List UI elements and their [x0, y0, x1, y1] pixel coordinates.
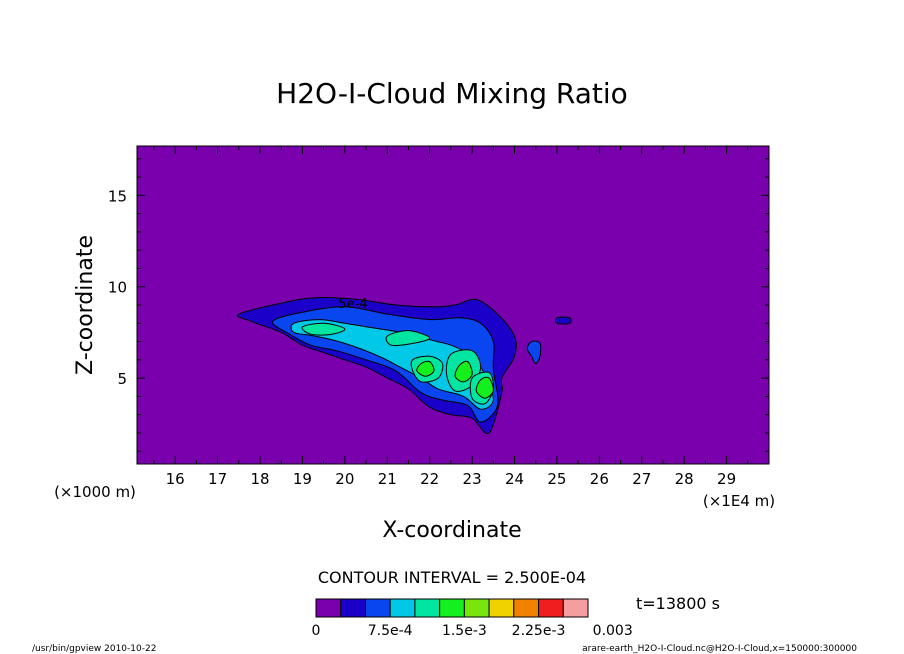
time-label: t=13800 s — [636, 594, 720, 613]
x-tick-label: 25 — [547, 470, 566, 488]
footer-left: /usr/bin/gpview 2010-10-22 — [32, 644, 156, 654]
colorbar-swatch — [439, 598, 465, 618]
colorbar-swatch — [315, 598, 342, 618]
colorbar-swatch — [414, 598, 441, 618]
contour-region-level-2 — [526, 340, 542, 365]
y-axis-label: Z-coordinate — [73, 235, 98, 375]
plot-area: 16 17 18 19 20 21 22 23 24 25 26 27 28 29 5 10 15 5e-4 — [108, 145, 770, 488]
contour-region-level-5 — [475, 376, 494, 399]
colorbar-tick-label: 0.003 — [593, 623, 633, 639]
colorbar-swatch — [340, 598, 366, 618]
x-tick-label: 27 — [632, 470, 651, 488]
x-axis-label: X-coordinate — [382, 518, 521, 543]
contour-regions — [237, 297, 572, 435]
contour-region-level-5 — [416, 360, 435, 377]
x-tick-label: 16 — [166, 470, 185, 488]
x-tick-label: 17 — [208, 470, 227, 488]
contour-region-level-5 — [454, 360, 473, 383]
colorbar-swatch — [364, 598, 391, 618]
colorbar-swatch — [513, 598, 540, 618]
x-tick-label: 20 — [335, 470, 354, 488]
y-axis-ticks: 5 10 15 — [108, 158, 769, 452]
colorbar-swatch — [562, 598, 589, 618]
x-tick-label: 29 — [717, 470, 736, 488]
y-tick-label: 5 — [117, 370, 127, 388]
x-tick-label: 22 — [420, 470, 439, 488]
x-unit-label: (×1000 m) — [54, 483, 136, 501]
colorbar-tick-label: 1.5e-3 — [442, 623, 487, 639]
colorbar-tick-label: 0 — [312, 623, 321, 639]
inline-contour-label: 5e-4 — [338, 297, 367, 312]
colorbar-tick-label: 2.25e-3 — [512, 623, 566, 639]
x-tick-label: 19 — [293, 470, 312, 488]
colorbar-tick-label: 7.5e-4 — [368, 623, 413, 639]
contour-region-level-4 — [301, 322, 346, 336]
x-tick-label: 18 — [250, 470, 269, 488]
colorbar-swatch — [488, 598, 515, 618]
colorbar-swatch — [389, 598, 416, 618]
chart-title: H2O-I-Cloud Mixing Ratio — [276, 77, 628, 110]
x-scale-label: (×1E4 m) — [703, 492, 775, 510]
y-tick-label: 10 — [108, 279, 127, 297]
footer-right: arare-earth_H2O-I-Cloud.nc@H2O-I-Cloud,x… — [582, 644, 857, 654]
colorbar-swatch — [463, 598, 490, 618]
x-axis-ticks: 16 17 18 19 20 21 22 23 24 25 26 27 28 29 — [153, 146, 749, 488]
contour-region-level-1 — [554, 316, 572, 325]
colorbar: 0 7.5e-4 1.5e-3 2.25e-3 0.003 — [312, 598, 633, 639]
contour-region-level-3 — [290, 319, 494, 410]
x-tick-label: 26 — [590, 470, 609, 488]
contour-interval-label: CONTOUR INTERVAL = 2.500E-04 — [318, 568, 586, 587]
x-tick-label: 24 — [505, 470, 524, 488]
y-tick-label: 15 — [108, 187, 127, 205]
colorbar-swatch — [538, 598, 564, 618]
contour-region-level-4 — [385, 330, 431, 347]
x-tick-label: 23 — [463, 470, 482, 488]
x-tick-label: 28 — [675, 470, 694, 488]
x-tick-label: 21 — [378, 470, 397, 488]
